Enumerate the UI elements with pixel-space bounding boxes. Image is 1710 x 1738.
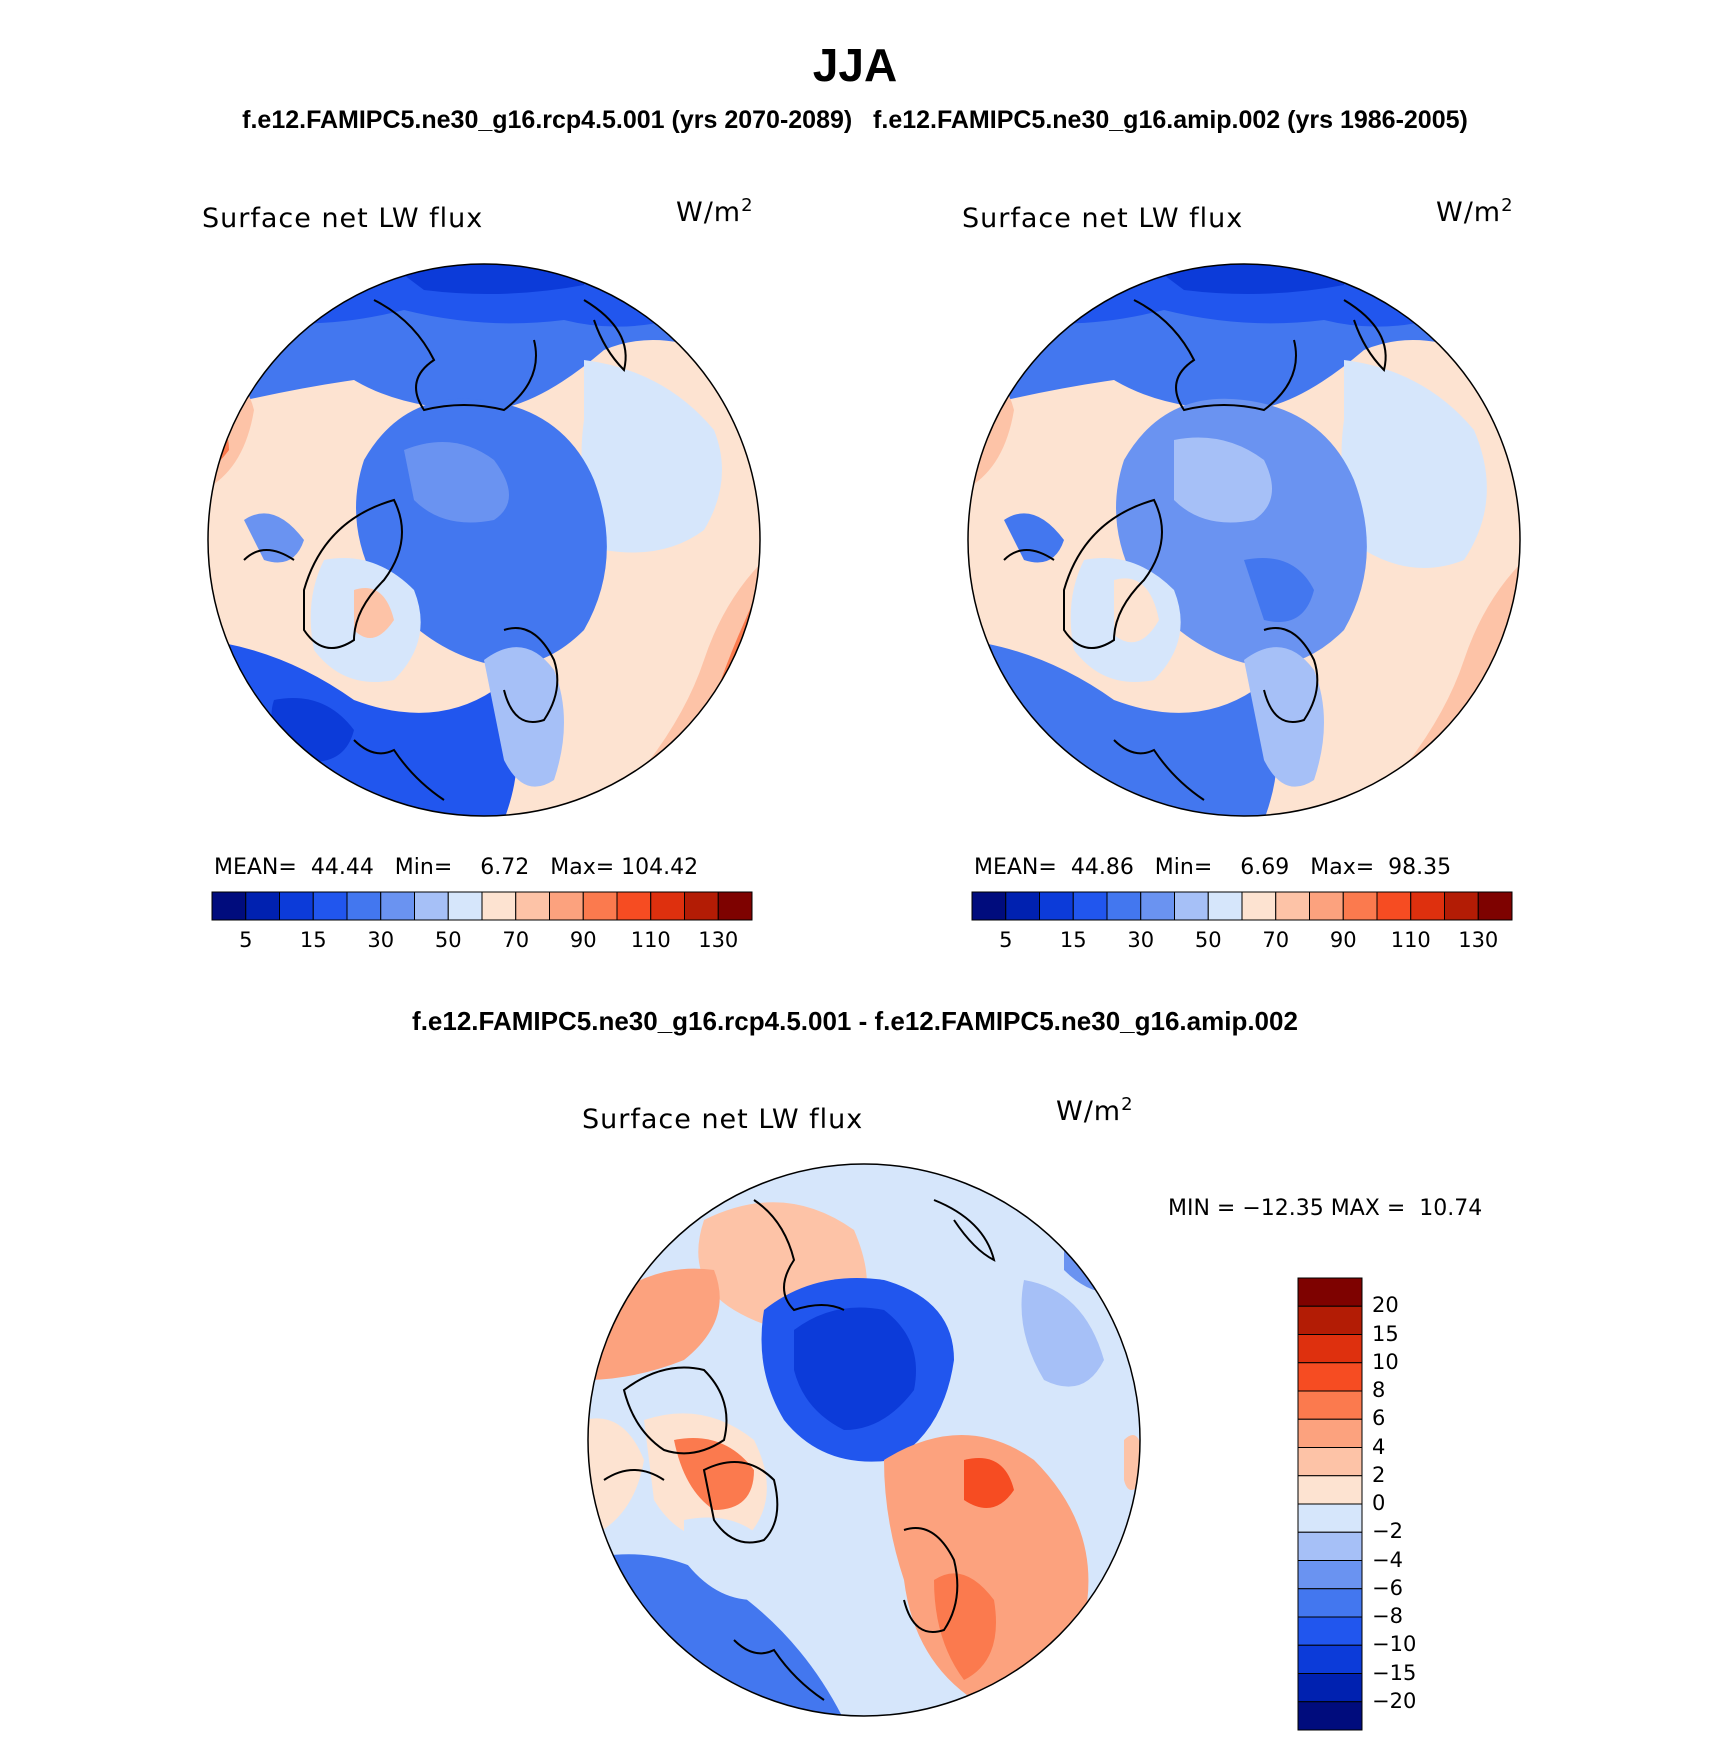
case-names-title: f.e12.FAMIPC5.ne30_g16.rcp4.5.001 (yrs 2… — [242, 106, 1468, 134]
colorbar-tick-label: −6 — [1372, 1575, 1403, 1600]
panel1-polar-map — [207, 263, 761, 817]
colorbar-swatch — [684, 891, 719, 921]
colorbar-swatch — [1297, 1475, 1363, 1505]
colorbar-tick-label: −15 — [1372, 1660, 1417, 1685]
colorbar-tick-label: −2 — [1372, 1519, 1403, 1544]
colorbar-swatch — [1297, 1701, 1363, 1731]
panel2-polar-map — [967, 263, 1521, 817]
colorbar-swatch — [650, 891, 685, 921]
colorbar-tick-label: −20 — [1372, 1688, 1417, 1713]
panel1-units: W/m2 — [676, 195, 754, 228]
colorbar-tick-label: 15 — [299, 928, 327, 952]
colorbar-swatch — [1039, 891, 1074, 921]
colorbar-tick-label: 0 — [1372, 1491, 1386, 1515]
colorbar-tick-label: 15 — [1372, 1321, 1399, 1346]
colorbar-tick-label: 110 — [630, 928, 671, 952]
panel2-variable-title: Surface net LW flux — [962, 203, 1244, 234]
colorbar-tick-label: 110 — [1390, 928, 1431, 952]
colorbar-swatch — [1297, 1644, 1363, 1674]
colorbar-swatch — [245, 891, 280, 921]
colorbar-swatch — [616, 891, 652, 921]
colorbar-tick-label: −8 — [1372, 1604, 1403, 1628]
colorbar-swatch — [582, 891, 618, 921]
colorbar-tick-label: 130 — [698, 928, 739, 952]
panel1-stats: MEAN= 44.44 Min= 6.72 Max= 104.42 — [214, 855, 699, 880]
colorbar-tick-label: 2 — [1372, 1462, 1386, 1487]
diff-units: W/m2 — [1056, 1094, 1134, 1127]
colorbar-swatch — [1297, 1362, 1363, 1392]
colorbar-tick-label: 70 — [502, 928, 530, 952]
panel2-units: W/m2 — [1436, 195, 1514, 228]
colorbar-swatch — [346, 891, 382, 921]
colorbar-swatch — [414, 891, 449, 921]
colorbar-swatch — [717, 891, 753, 921]
colorbar-swatch — [481, 891, 517, 921]
colorbar-tick-label: 90 — [569, 928, 597, 952]
colorbar-swatch — [1297, 1418, 1363, 1448]
colorbar-tick-label: 50 — [434, 928, 462, 952]
panel2-stats: MEAN= 44.86 Min= 6.69 Max= 98.35 — [974, 855, 1452, 880]
colorbar-swatch — [380, 891, 415, 921]
colorbar-tick-label: 30 — [367, 928, 395, 952]
colorbar-tick-label: 8 — [1372, 1378, 1386, 1402]
colorbar-swatch — [1297, 1588, 1363, 1618]
colorbar-swatch — [1072, 891, 1108, 921]
colorbar-swatch — [1297, 1531, 1363, 1561]
figure-title: JJA — [812, 39, 898, 91]
colorbar-tick-label: 20 — [1372, 1293, 1399, 1318]
colorbar-swatch — [447, 891, 483, 921]
colorbar-swatch — [1297, 1277, 1363, 1307]
colorbar-swatch — [211, 891, 247, 921]
colorbar-swatch — [971, 891, 1007, 921]
difference-title: f.e12.FAMIPC5.ne30_g16.rcp4.5.001 - f.e1… — [412, 1006, 1298, 1036]
colorbar-tick-label: 50 — [1194, 928, 1222, 952]
colorbar-swatch — [1410, 891, 1445, 921]
diff-minmax: MIN = −12.35 MAX = 10.74 — [1168, 1196, 1483, 1221]
colorbar-swatch — [1241, 891, 1277, 921]
colorbar-tick-label: 70 — [1262, 928, 1290, 952]
colorbar-swatch — [1376, 891, 1412, 921]
colorbar-tick-label: −10 — [1372, 1632, 1417, 1657]
diff-colorbar — [1297, 1277, 1363, 1731]
colorbar-tick-label: 6 — [1372, 1406, 1386, 1431]
colorbar-tick-label: 90 — [1329, 928, 1357, 952]
colorbar-swatch — [1342, 891, 1378, 921]
colorbar-tick-label: 10 — [1372, 1349, 1399, 1374]
panel2-colorbar — [971, 891, 1513, 921]
colorbar-swatch — [1297, 1447, 1363, 1477]
diff-variable-title: Surface net LW flux — [582, 1104, 864, 1135]
colorbar-swatch — [1207, 891, 1243, 921]
colorbar-swatch — [1275, 891, 1310, 921]
colorbar-tick-label: 5 — [239, 928, 253, 952]
colorbar-tick-label: 30 — [1127, 928, 1155, 952]
colorbar-swatch — [1477, 891, 1513, 921]
colorbar-swatch — [1444, 891, 1479, 921]
colorbar-swatch — [1297, 1334, 1363, 1364]
colorbar-tick-label: 130 — [1458, 928, 1499, 952]
panel1-variable-title: Surface net LW flux — [202, 203, 484, 234]
diff-polar-map — [587, 1163, 1141, 1717]
colorbar-tick-label: −4 — [1372, 1547, 1403, 1572]
colorbar-swatch — [1297, 1560, 1363, 1590]
colorbar-swatch — [1297, 1616, 1363, 1646]
colorbar-swatch — [1297, 1503, 1363, 1533]
colorbar-swatch — [1174, 891, 1209, 921]
panel1-colorbar — [211, 891, 753, 921]
colorbar-swatch — [279, 891, 314, 921]
colorbar-swatch — [549, 891, 584, 921]
colorbar-tick-label: 4 — [1372, 1434, 1386, 1459]
colorbar-swatch — [1106, 891, 1142, 921]
colorbar-swatch — [1297, 1673, 1363, 1703]
colorbar-swatch — [1297, 1305, 1363, 1335]
colorbar-swatch — [1140, 891, 1175, 921]
colorbar-swatch — [1309, 891, 1344, 921]
colorbar-swatch — [515, 891, 550, 921]
colorbar-swatch — [1005, 891, 1040, 921]
colorbar-swatch — [312, 891, 348, 921]
colorbar-swatch — [1297, 1390, 1363, 1420]
colorbar-tick-label: 15 — [1059, 928, 1087, 952]
colorbar-tick-label: 5 — [999, 928, 1013, 952]
